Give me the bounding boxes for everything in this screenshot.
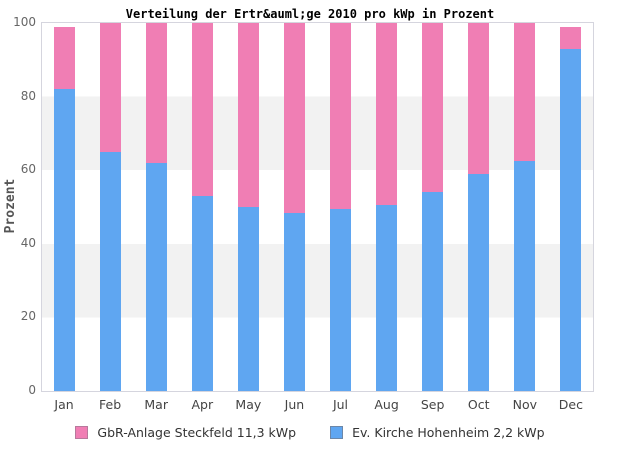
bar-segment-steckfeld xyxy=(513,23,535,161)
bar-group xyxy=(547,23,593,391)
x-tick-label: Nov xyxy=(512,397,538,412)
bar-segment-steckfeld xyxy=(100,23,122,152)
bar-segment-hohenheim xyxy=(559,48,581,391)
bar-segment-hohenheim xyxy=(284,212,306,391)
bar-segment-hohenheim xyxy=(192,195,214,391)
legend-item-hohenheim: Ev. Kirche Hohenheim 2,2 kWp xyxy=(330,425,545,440)
bar-group xyxy=(363,23,409,391)
bar-segment-steckfeld xyxy=(375,23,397,206)
x-tick-label: Jan xyxy=(54,397,74,412)
bar-segment-hohenheim xyxy=(54,89,76,391)
bar-segment-hohenheim xyxy=(238,207,260,391)
x-tick-label: May xyxy=(235,397,262,412)
legend-swatch-blue-icon xyxy=(330,426,344,439)
bar-group xyxy=(318,23,364,391)
bar-segment-hohenheim xyxy=(146,162,168,391)
bar-segment-steckfeld xyxy=(559,26,581,49)
bar-group xyxy=(272,23,318,391)
bar-group xyxy=(455,23,501,391)
bar-group xyxy=(501,23,547,391)
x-tick-label: Aug xyxy=(374,397,399,412)
bar-segment-hohenheim xyxy=(100,151,122,391)
x-tick-label: Apr xyxy=(191,397,214,412)
y-tick-label: 20 xyxy=(20,309,36,324)
legend-label: Ev. Kirche Hohenheim 2,2 kWp xyxy=(352,425,545,440)
x-axis-labels: Jan Feb Mar Apr May Jun Jul Aug Sep Oct Nov Dec xyxy=(41,397,594,412)
x-tick-label: Sep xyxy=(420,397,445,412)
x-tick-label: Mar xyxy=(144,397,168,412)
bar-segment-steckfeld xyxy=(192,23,214,196)
bar-segment-steckfeld xyxy=(54,26,76,90)
bar-segment-steckfeld xyxy=(238,23,260,207)
bar-group xyxy=(180,23,226,391)
bar-group xyxy=(409,23,455,391)
y-tick-label: 60 xyxy=(20,162,36,177)
bar-segment-hohenheim xyxy=(329,208,351,391)
y-axis-label: Prozent xyxy=(3,178,18,234)
bar-group xyxy=(42,23,88,391)
x-tick-label: Dec xyxy=(558,397,583,412)
y-tick-label: 0 xyxy=(28,383,36,397)
legend-item-steckfeld: GbR-Anlage Steckfeld 11,3 kWp xyxy=(75,425,296,440)
bar-segment-hohenheim xyxy=(513,161,535,391)
legend-label: GbR-Anlage Steckfeld 11,3 kWp xyxy=(97,425,297,440)
bar-group xyxy=(88,23,134,391)
plot-area xyxy=(41,22,594,392)
y-tick-label: 80 xyxy=(20,88,36,103)
bar-segment-steckfeld xyxy=(329,23,351,209)
bar-segment-steckfeld xyxy=(421,23,443,193)
x-tick-label: Feb xyxy=(99,397,122,412)
bars xyxy=(42,23,593,391)
legend-swatch-pink-icon xyxy=(75,426,89,439)
y-tick-label: 40 xyxy=(20,235,36,250)
bar-segment-hohenheim xyxy=(421,192,443,391)
bar-segment-steckfeld xyxy=(467,23,489,174)
x-tick-label: Oct xyxy=(467,397,490,412)
y-tick-label: 100 xyxy=(13,15,36,29)
legend: GbR-Anlage Steckfeld 11,3 kWp Ev. Kirche… xyxy=(0,425,620,440)
bar-segment-hohenheim xyxy=(467,173,489,391)
chart-title: Verteilung der Ertr&auml;ge 2010 pro kWp… xyxy=(125,7,495,21)
x-tick-label: Jul xyxy=(332,397,349,412)
bar-segment-hohenheim xyxy=(375,205,397,391)
x-tick-label: Jun xyxy=(284,397,305,412)
bar-segment-steckfeld xyxy=(146,23,168,163)
bar-segment-steckfeld xyxy=(284,23,306,213)
bar-group xyxy=(226,23,272,391)
bar-group xyxy=(134,23,180,391)
